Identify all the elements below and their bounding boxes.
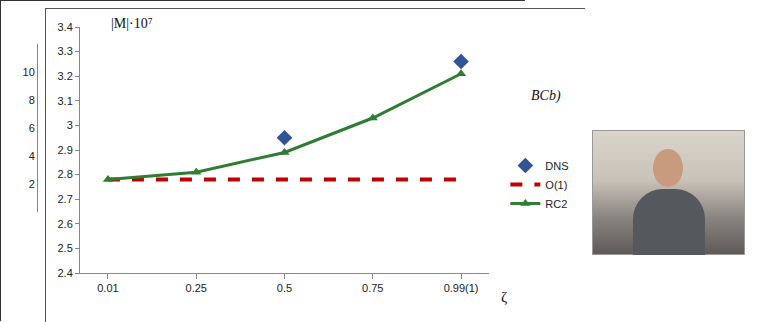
svg-text:0.01: 0.01: [97, 282, 118, 294]
svg-text:2.8: 2.8: [58, 168, 73, 180]
svg-text:2.5: 2.5: [58, 242, 73, 254]
svg-text:0.5: 0.5: [277, 282, 292, 294]
svg-text:6: 6: [29, 122, 35, 134]
svg-text:3: 3: [67, 119, 73, 131]
svg-text:|M|·10⁷: |M|·10⁷: [111, 16, 153, 31]
svg-text:0.99(1): 0.99(1): [444, 282, 479, 294]
svg-text:2: 2: [29, 178, 35, 190]
svg-text:0.25: 0.25: [186, 282, 207, 294]
svg-text:4: 4: [29, 150, 35, 162]
svg-text:RC2: RC2: [545, 198, 567, 210]
svg-text:O(1): O(1): [545, 179, 567, 191]
svg-text:DNS: DNS: [545, 160, 568, 172]
svg-text:10: 10: [23, 66, 35, 78]
svg-text:2.6: 2.6: [58, 218, 73, 230]
svg-text:0.75: 0.75: [362, 282, 383, 294]
svg-text:ζ: ζ: [501, 289, 507, 305]
svg-text:8: 8: [29, 94, 35, 106]
svg-text:3.1: 3.1: [58, 95, 73, 107]
svg-text:2.7: 2.7: [58, 193, 73, 205]
svg-text:3.3: 3.3: [58, 45, 73, 57]
svg-text:3.2: 3.2: [58, 70, 73, 82]
svg-text:2.9: 2.9: [58, 144, 73, 156]
svg-text:BCb): BCb): [531, 88, 561, 104]
svg-text:2.4: 2.4: [58, 267, 73, 279]
svg-text:3.4: 3.4: [58, 21, 73, 33]
